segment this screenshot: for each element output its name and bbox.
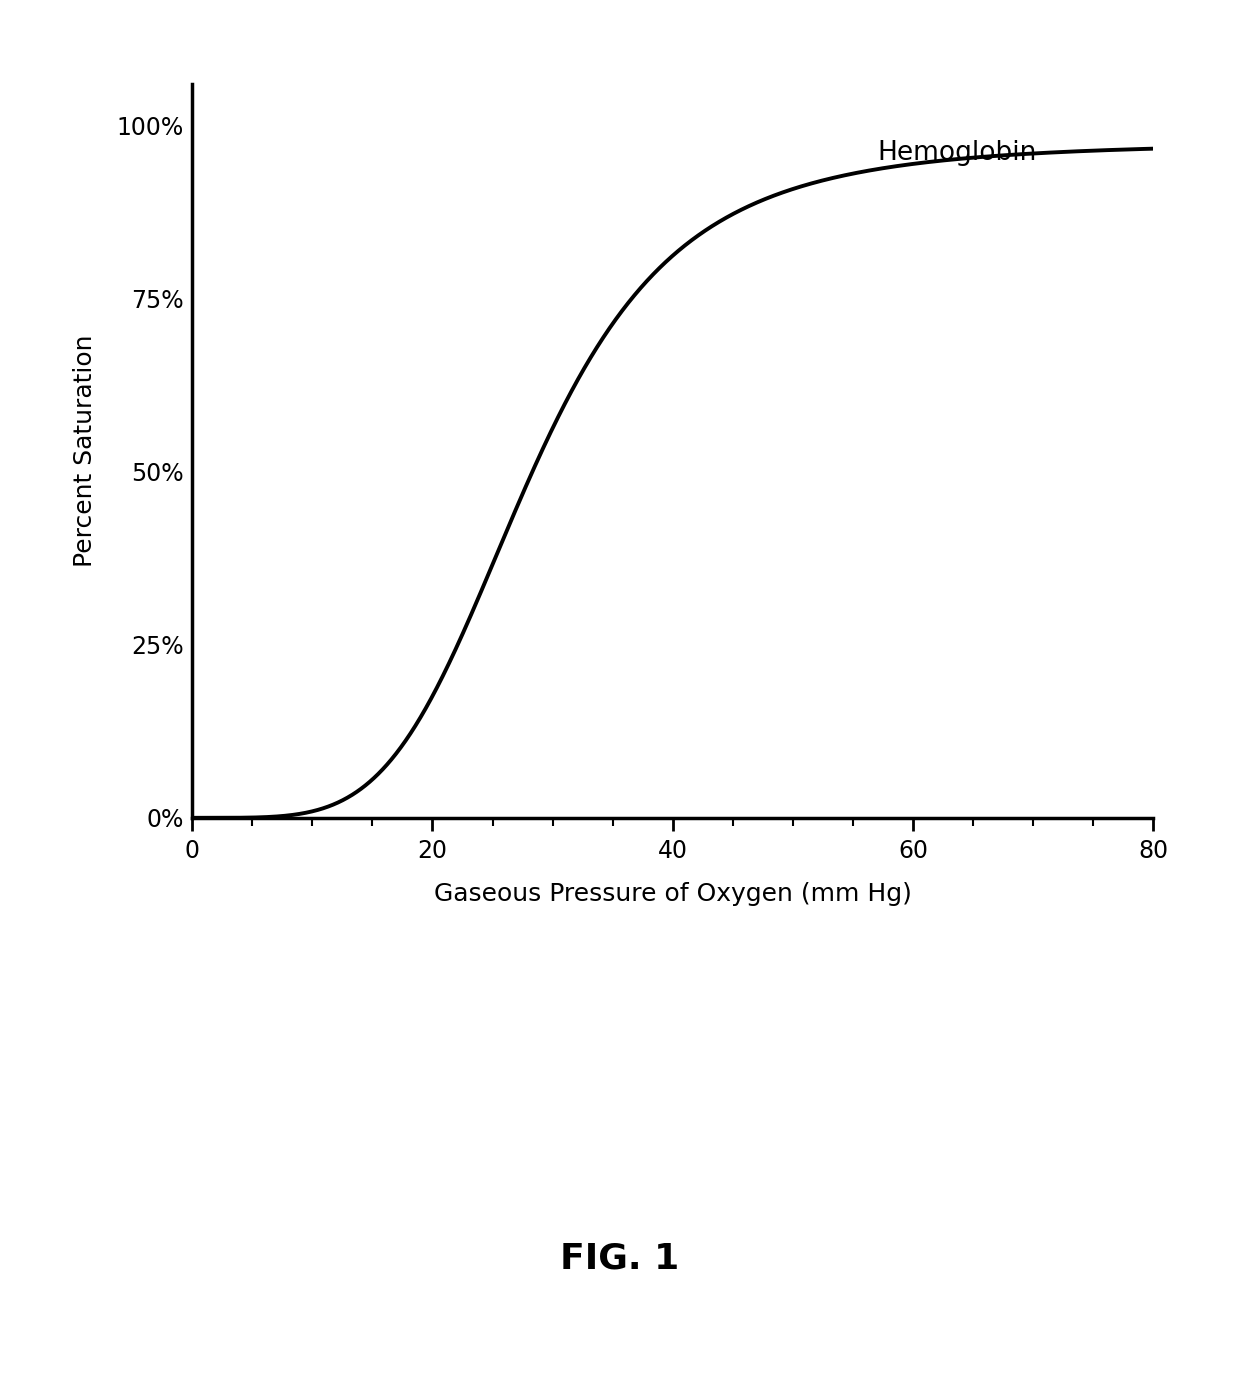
X-axis label: Gaseous Pressure of Oxygen (mm Hg): Gaseous Pressure of Oxygen (mm Hg) <box>434 882 911 906</box>
Text: Hemoglobin: Hemoglobin <box>877 140 1037 166</box>
Y-axis label: Percent Saturation: Percent Saturation <box>73 334 97 568</box>
Text: FIG. 1: FIG. 1 <box>560 1241 680 1275</box>
